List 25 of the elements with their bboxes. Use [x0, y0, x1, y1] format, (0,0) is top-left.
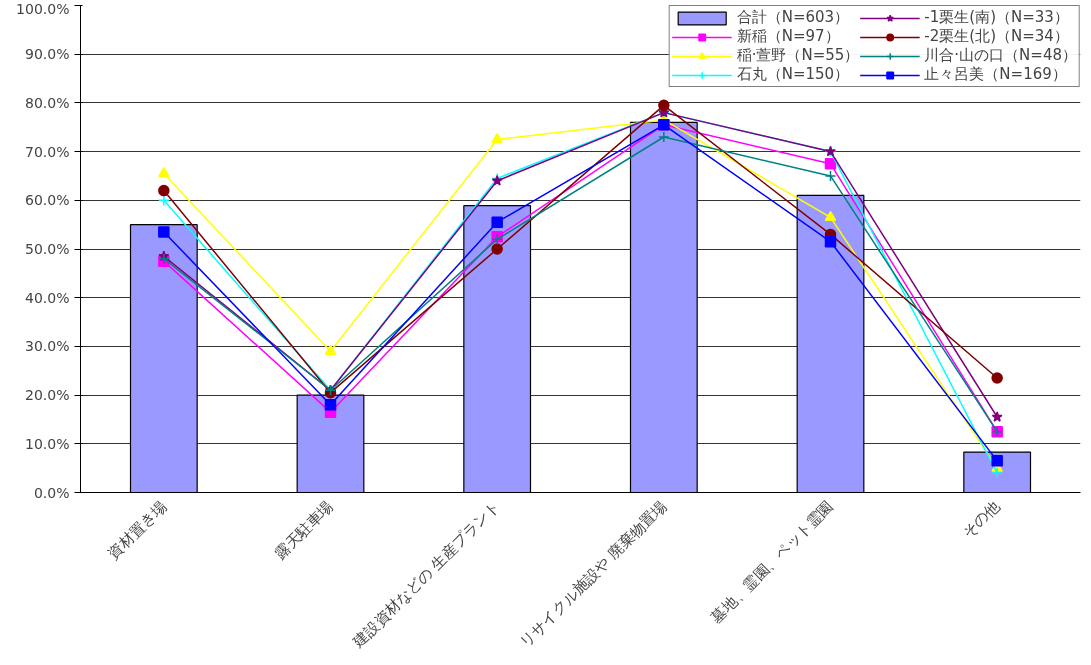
- legend-label: -2栗生(北)（N=34）: [924, 27, 1069, 46]
- y-tick-label: 0.0%: [33, 484, 70, 501]
- y-tick-label: 80.0%: [25, 94, 70, 111]
- x-tick-label: その他: [958, 497, 1004, 542]
- y-tick-label: 50.0%: [25, 241, 70, 257]
- legend-label: 石丸（N=150）: [736, 65, 850, 84]
- y-tick-label: 10.0%: [25, 435, 70, 452]
- x-tick-label: 資材置き場: [104, 497, 171, 563]
- y-tick-label: 20.0%: [25, 387, 70, 404]
- y-tick-label: 70.0%: [25, 143, 70, 160]
- y-tick-label: 30.0%: [25, 338, 70, 355]
- x-tick-label: 建設資材などの 生産プラント: [348, 497, 504, 652]
- x-tick-label: 露天駐車場: [271, 497, 337, 563]
- legend-label: -1栗生(南)（N=33）: [924, 8, 1069, 27]
- legend-label: 新稲（N=97）: [736, 27, 840, 46]
- y-tick-label: 60.0%: [25, 192, 70, 209]
- y-tick-label: 100.0%: [16, 0, 70, 17]
- legend-label: 合計（N=603）: [736, 8, 850, 27]
- x-tick-label: リサイクル施設や 廃棄物置場: [516, 497, 671, 652]
- x-tick-label: 墓地、霊園、ペット霊園: [707, 497, 837, 627]
- legend-label: 稲·萱野（N=55）: [736, 46, 860, 65]
- legend-label: 川合·山の口（N=48）: [924, 46, 1077, 65]
- y-tick-label: 90.0%: [25, 46, 70, 63]
- y-tick-label: 40.0%: [25, 289, 70, 306]
- legend-label: 止々呂美（N=169）: [924, 65, 1067, 84]
